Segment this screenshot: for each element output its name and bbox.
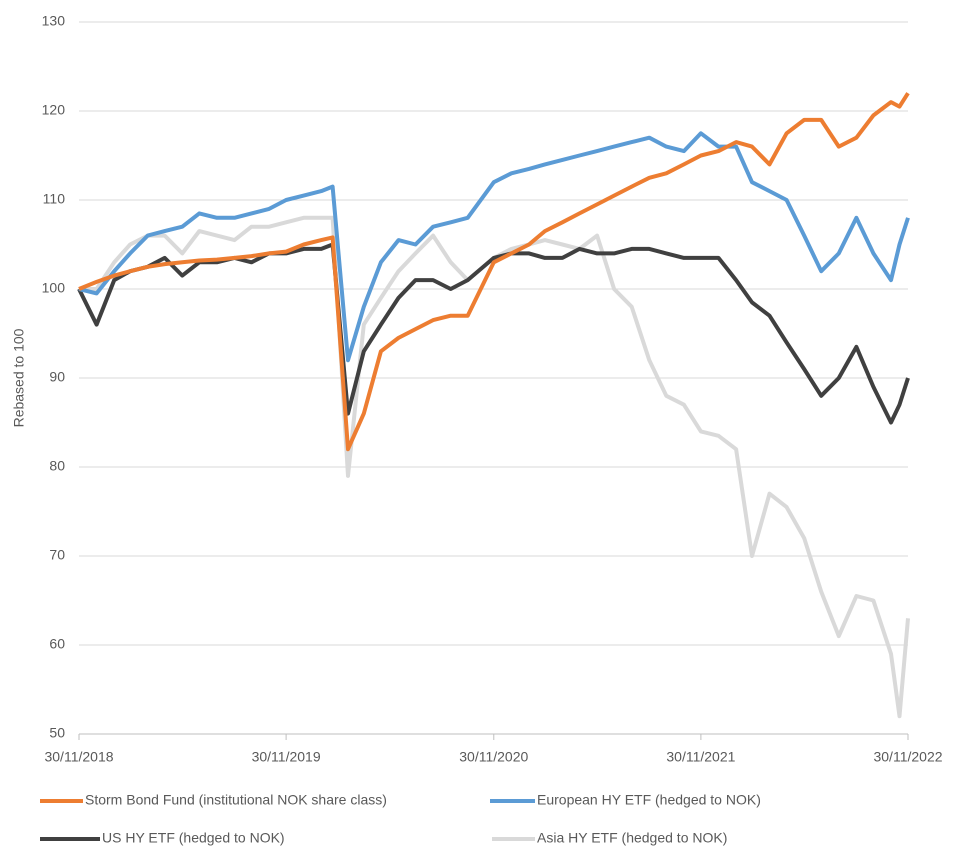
- line-series: [78, 92, 910, 452]
- y-axis-label: Rebased to 100: [11, 328, 27, 427]
- legend-label: Storm Bond Fund (institutional NOK share…: [85, 792, 387, 808]
- line-series: [77, 242, 910, 425]
- y-tick-label: 130: [42, 13, 66, 29]
- x-tick-label: 30/11/2021: [666, 749, 735, 765]
- y-tick-label: 100: [42, 280, 66, 296]
- legend-label: European HY ETF (hedged to NOK): [537, 792, 761, 808]
- y-tick-label: 70: [49, 547, 65, 563]
- x-tick-label: 30/11/2020: [459, 749, 528, 765]
- legend-label: US HY ETF (hedged to NOK): [102, 830, 285, 846]
- x-tick-label: 30/11/2022: [873, 749, 942, 765]
- x-tick-label: 30/11/2019: [252, 749, 321, 765]
- y-tick-label: 110: [43, 191, 66, 207]
- y-tick-label: 80: [49, 458, 65, 474]
- y-tick-label: 60: [49, 636, 65, 652]
- line-series: [79, 215, 910, 719]
- line-series: [78, 131, 910, 363]
- y-tick-label: 120: [42, 102, 66, 118]
- legend-label: Asia HY ETF (hedged to NOK): [537, 830, 727, 846]
- y-tick-label: 50: [49, 725, 65, 741]
- x-tick-label: 30/11/2018: [44, 749, 113, 765]
- y-tick-label: 90: [49, 369, 65, 385]
